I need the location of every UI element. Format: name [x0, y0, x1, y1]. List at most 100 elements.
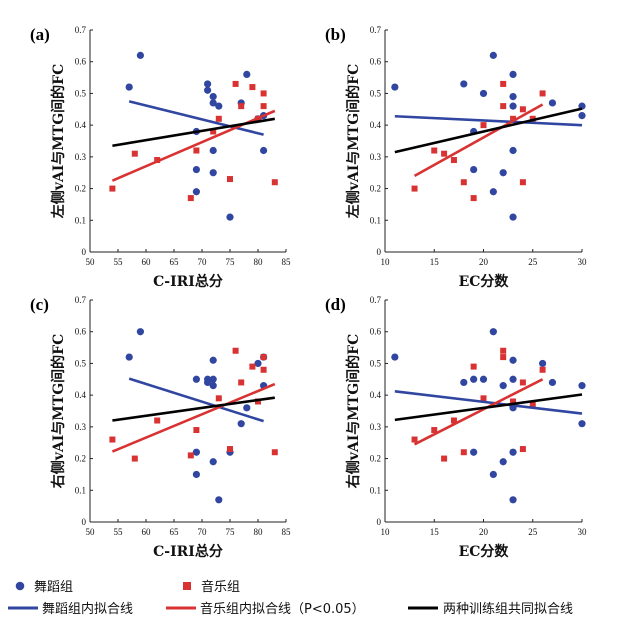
common-fit-line [112, 396, 275, 422]
dance-point [479, 375, 488, 383]
music-point [519, 179, 526, 186]
x-tick-label: 55 [114, 527, 124, 537]
dance-fit-line [128, 377, 264, 423]
y-tick-label: 0.6 [370, 327, 382, 337]
legend-common-fit-label: 两种训练组共同拟合线 [443, 602, 573, 617]
music-point [431, 147, 438, 154]
dance-point [136, 51, 144, 59]
legend-dance-marker [15, 581, 25, 591]
x-tick-label: 80 [254, 527, 264, 537]
x-tick-label: 80 [254, 257, 264, 267]
y-tick-label: 0.3 [370, 422, 382, 432]
music-point [227, 446, 233, 453]
dance-point [192, 165, 200, 174]
y-tick-label: 0.6 [370, 57, 382, 67]
dance-point [509, 146, 517, 155]
music-point [519, 106, 526, 113]
x-tick-label: 25 [528, 257, 538, 267]
music-point [238, 103, 245, 110]
common-fit-line [394, 107, 583, 154]
music-point [260, 90, 267, 97]
x-tick-label: 25 [528, 527, 538, 537]
music-point [215, 115, 222, 122]
y-tick-label: 0 [377, 517, 382, 527]
dance-point [489, 51, 497, 59]
x-tick-label: 85 [282, 527, 292, 537]
music-point [187, 452, 194, 459]
y-tick-label: 0.1 [75, 485, 86, 495]
y-tick-label: 0 [82, 247, 87, 257]
y-axis-title: 左侧vAI与MTG间的FC [345, 64, 362, 220]
dance-point [204, 86, 212, 94]
y-axis-title: 右侧vAI与MTG间的FC [50, 334, 67, 490]
x-tick-label: 70 [198, 257, 208, 267]
music-point [271, 449, 278, 456]
dance-point [209, 356, 217, 364]
legend-dance-label: 舞蹈组 [34, 580, 73, 595]
dance-point [509, 356, 517, 364]
dance-point [209, 169, 217, 177]
y-tick-label: 0.5 [370, 88, 382, 98]
legend: 舞蹈组 音乐组 舞蹈组内拟合线 音乐组内拟合线（P<0.05） 两种训练组共同拟… [8, 579, 573, 617]
music-point [480, 395, 487, 402]
x-tick-label: 10 [381, 257, 391, 267]
music-point [271, 179, 278, 186]
dance-point [489, 328, 497, 336]
dance-point [548, 378, 557, 387]
dance-point [578, 112, 586, 120]
dance-point [509, 496, 517, 504]
dance-fit-line [128, 100, 264, 136]
y-tick-label: 0.4 [75, 390, 87, 400]
panel-3: 0 0.1 0.2 0.3 0.4 0.5 0.6 0.7 10 15 20 25 30 EC分数 右侧vA… [325, 295, 587, 560]
x-axis-title: EC分数 [459, 273, 510, 290]
legend-music-marker [183, 582, 191, 590]
dance-point [470, 448, 478, 456]
x-tick-label: 50 [86, 257, 96, 267]
dance-fit-line [394, 390, 583, 415]
music-point [131, 150, 138, 157]
music-point [232, 80, 239, 87]
music-point [249, 363, 256, 370]
dance-point [243, 404, 251, 412]
dance-point [470, 165, 478, 174]
music-point [260, 354, 267, 361]
legend-dance-fit-label: 舞蹈组内拟合线 [42, 601, 133, 617]
dance-point [578, 382, 586, 390]
music-point [460, 449, 467, 456]
music-point [411, 436, 418, 443]
dance-point [489, 188, 497, 196]
music-point [510, 398, 517, 405]
music-point [431, 427, 438, 434]
dance-point [499, 169, 507, 177]
music-fit-line [413, 103, 544, 178]
music-point [460, 179, 467, 186]
y-tick-label: 0.4 [370, 120, 382, 130]
legend-music-fit-label: 音乐组内拟合线（P<0.05） [200, 601, 365, 617]
x-axis-title: C-IRI总分 [153, 273, 223, 290]
x-tick-label: 55 [114, 257, 124, 267]
dance-point [260, 146, 268, 155]
panels: 0 0.1 0.2 0.3 0.4 0.5 0.6 0.7 50 55 60 65 70 75 80 85 C-… [30, 25, 587, 560]
dance-point [499, 382, 507, 390]
music-point [255, 398, 261, 405]
x-tick-label: 30 [578, 257, 588, 267]
music-point [441, 150, 448, 157]
music-point [215, 395, 222, 402]
y-tick-label: 0.2 [75, 454, 86, 464]
x-tick-label: 30 [578, 527, 588, 537]
panel-tag: (b) [325, 25, 346, 44]
music-point [131, 455, 138, 462]
music-fit-line [413, 378, 544, 446]
music-point [260, 366, 267, 373]
y-axis-title: 右侧vAI与MTG间的FC [345, 334, 362, 490]
y-tick-label: 0.3 [370, 152, 382, 162]
music-point [109, 185, 116, 192]
x-tick-label: 60 [142, 257, 152, 267]
x-axis-title: EC分数 [459, 543, 510, 560]
dance-point [209, 375, 217, 383]
y-tick-label: 0 [377, 247, 382, 257]
x-tick-label: 20 [479, 527, 489, 537]
dance-point [215, 102, 223, 110]
x-tick-label: 75 [226, 527, 236, 537]
y-tick-label: 0 [82, 517, 87, 527]
